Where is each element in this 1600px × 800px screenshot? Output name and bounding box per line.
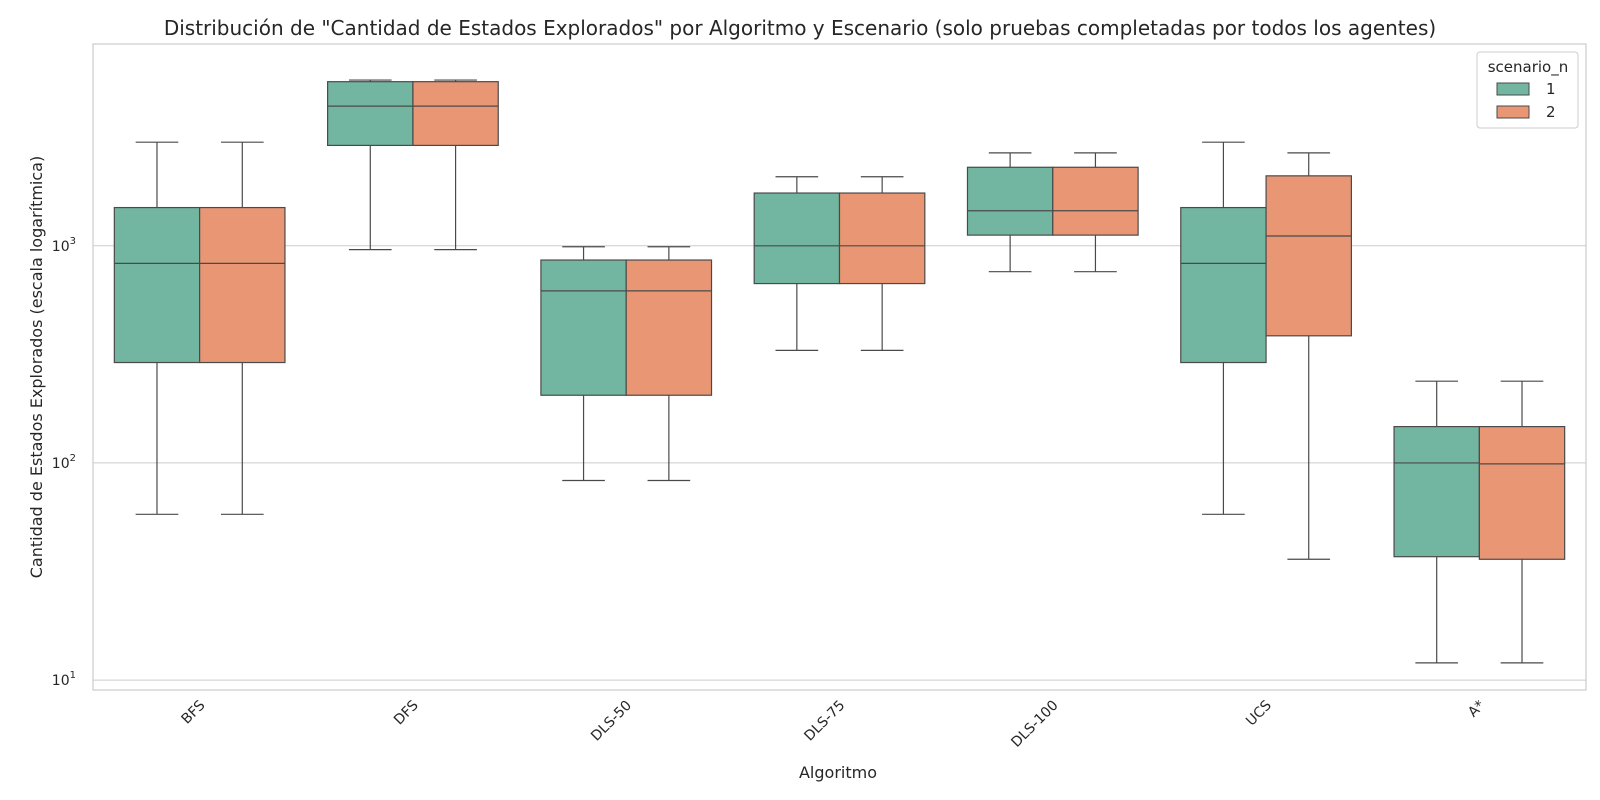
box-body [540, 259, 627, 396]
box-DLS-100-scenario-2 [1052, 152, 1139, 273]
box-body [1265, 175, 1352, 337]
legend: scenario_n 12 [1476, 51, 1579, 129]
box-body [1180, 206, 1267, 364]
box-body [625, 259, 713, 396]
box-UCS-scenario-2 [1265, 152, 1352, 560]
box-body [1478, 426, 1566, 560]
box-body [753, 192, 841, 285]
box-DLS-100-scenario-1 [966, 152, 1054, 273]
legend-items: 12 [1496, 80, 1556, 121]
box-body [966, 166, 1054, 236]
y-axis-label: Cantidad de Estados Explorados (escala l… [27, 156, 46, 578]
legend-label-1: 1 [1546, 80, 1556, 98]
box-body [1052, 166, 1139, 236]
box-body [113, 206, 201, 364]
y-tick-label: 103 [52, 236, 76, 255]
box-body [412, 81, 499, 147]
y-tick-label: 101 [52, 670, 76, 689]
y-tick-layer: 101 102 103 [52, 236, 76, 689]
box-body [1393, 426, 1480, 558]
legend-swatch-2 [1496, 105, 1530, 119]
box-DFS-scenario-1 [327, 79, 414, 251]
box-body [838, 192, 926, 285]
box-UCS-scenario-1 [1180, 141, 1267, 515]
box-body [199, 206, 286, 364]
chart-title: Distribución de "Cantidad de Estados Exp… [164, 16, 1436, 40]
legend-title: scenario_n [1488, 58, 1569, 77]
legend-label-2: 2 [1546, 103, 1556, 121]
box-A*-scenario-2 [1478, 380, 1566, 664]
box-DLS-50-scenario-2 [625, 246, 713, 482]
plot-frame [92, 43, 1587, 691]
box-body [327, 81, 414, 147]
box-BFS-scenario-2 [199, 141, 286, 515]
box-layer [113, 79, 1566, 664]
box-DLS-50-scenario-1 [540, 246, 627, 482]
box-DFS-scenario-2 [412, 79, 499, 251]
box-DLS-75-scenario-1 [753, 176, 841, 351]
legend-swatch-1 [1496, 82, 1530, 96]
x-axis-label: Algoritmo [799, 763, 877, 782]
y-tick-label: 102 [52, 453, 76, 472]
box-DLS-75-scenario-2 [838, 176, 926, 351]
box-A*-scenario-1 [1393, 380, 1480, 664]
